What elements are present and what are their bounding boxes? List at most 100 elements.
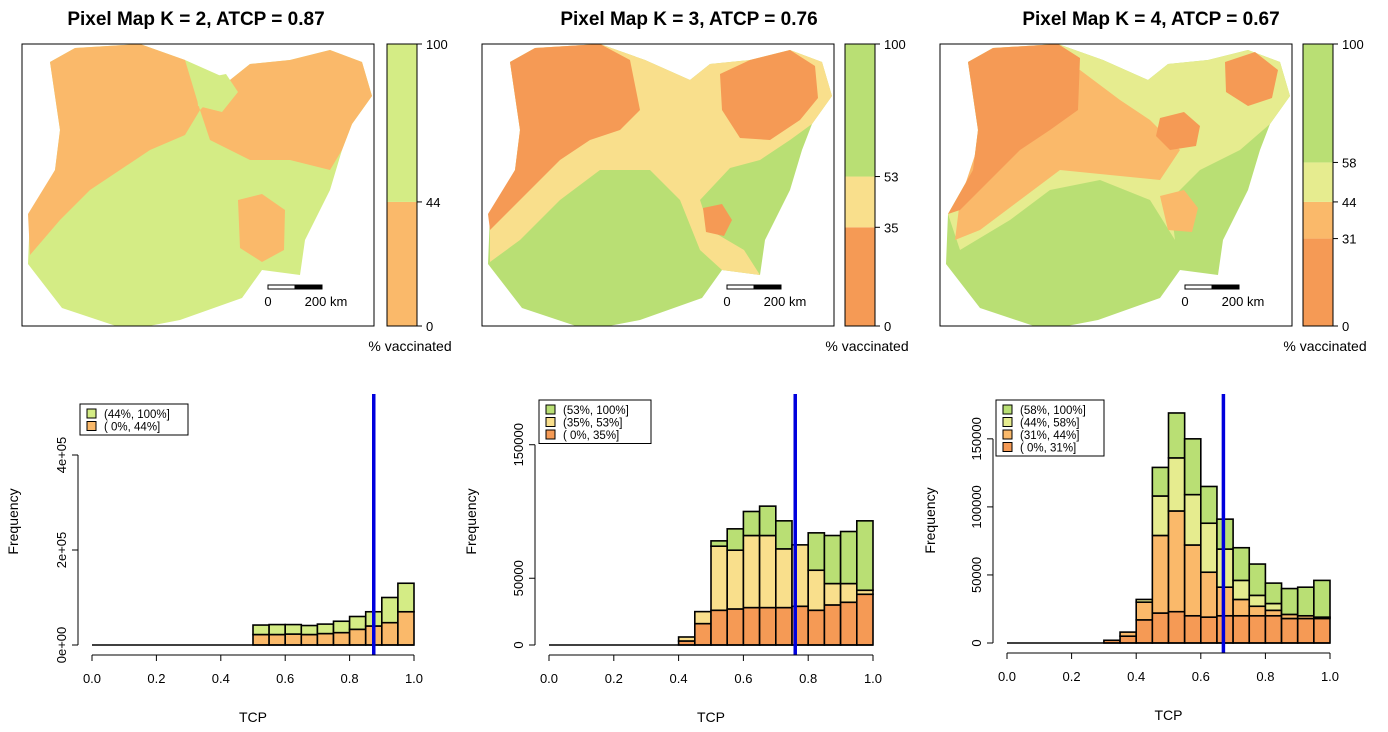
histogram-bar — [1200, 571, 1218, 618]
colorbar-tick-label: 0 — [884, 319, 891, 334]
scale-bar-segment-black — [1211, 284, 1240, 290]
histogram-bar — [1135, 598, 1154, 603]
y-axis-label: Frequency — [463, 488, 479, 554]
histogram-bar — [693, 610, 712, 625]
colorbar: 0 44 100 — [386, 37, 448, 334]
scale-bar-segment-white — [267, 284, 296, 290]
histogram-bar — [1135, 601, 1154, 621]
histogram-bar — [1183, 493, 1202, 546]
histogram-bar — [823, 534, 842, 585]
histogram-bar — [1200, 522, 1218, 574]
colorbar-tick-label: 58 — [1342, 155, 1356, 170]
colorbar-frame — [844, 43, 876, 327]
histogram-bar — [774, 606, 793, 646]
x-tick-label: 0.2 — [147, 671, 165, 686]
histogram-k2: 0.0 0.2 0.4 0.6 0.8 1.0 TCP 0e+00 2e+05 4e+05 Freq… — [5, 394, 423, 725]
histogram-bar — [1232, 598, 1251, 617]
histogram-bar — [839, 601, 858, 646]
y-tick-label: 50000 — [511, 560, 526, 596]
histogram-bar — [380, 621, 399, 646]
colorbar-bin — [387, 44, 417, 202]
map-frame — [481, 43, 835, 327]
y-tick-label: 4e+05 — [54, 437, 69, 474]
x-tick-label: 1.0 — [864, 671, 882, 686]
colorbar-label: % vaccinated — [825, 338, 908, 354]
x-tick-label: 0.8 — [1256, 669, 1274, 684]
histogram-bar — [1264, 609, 1283, 617]
histogram-bar — [332, 631, 351, 646]
x-tick-label: 0.6 — [276, 671, 294, 686]
legend-swatch — [545, 429, 556, 440]
legend-box — [538, 399, 652, 444]
legend-label: (58%, 100%] — [1020, 405, 1086, 417]
histogram-bar — [839, 530, 858, 585]
colorbar-tick-label: 100 — [426, 37, 448, 52]
legend-label: (35%, 53%] — [563, 418, 622, 430]
colorbar-tick-label: 44 — [1342, 195, 1356, 210]
scale-bar: 0 200 km — [723, 284, 806, 309]
histogram-bar — [1119, 635, 1138, 644]
colorbar-bin — [1303, 238, 1333, 326]
legend-label: (31%, 44%] — [1020, 430, 1079, 442]
colorbar-tick-label: 0 — [1342, 319, 1349, 334]
x-tick-label: 1.0 — [405, 671, 423, 686]
colorbar-tick-label: 100 — [1342, 37, 1364, 52]
map-region-mid-low-south — [1160, 190, 1198, 232]
histogram-bar — [855, 593, 874, 646]
histogram-bar — [332, 620, 351, 634]
x-tick-label: 0.8 — [341, 671, 359, 686]
histogram-bar — [1200, 616, 1218, 644]
histogram-bar — [397, 610, 415, 646]
map-region-low-northeast — [1225, 52, 1278, 106]
colorbar-label: % vaccinated — [368, 338, 451, 354]
legend-swatch — [1002, 429, 1013, 440]
x-tick-label: 0.4 — [212, 671, 230, 686]
x-tick-label: 1.0 — [1321, 669, 1339, 684]
legend-swatch — [86, 421, 97, 431]
legend-swatch — [1002, 442, 1013, 452]
histogram-bar — [758, 606, 777, 646]
histogram-bar — [758, 505, 777, 537]
x-tick-label: 0.2 — [605, 671, 623, 686]
scale-bar-segment-black — [753, 284, 782, 290]
map-title: Pixel Map K = 2, ATCP = 0.87 — [67, 9, 324, 30]
histogram-bar — [1151, 534, 1170, 614]
colorbar-bin — [845, 176, 875, 228]
histogram-bar — [742, 606, 761, 646]
histogram-bar — [1313, 617, 1331, 644]
x-tick-label: 0.6 — [734, 671, 752, 686]
colorbar-tick-label: 53 — [884, 170, 898, 185]
histogram-bar — [710, 609, 729, 646]
scale-bar-label-start: 0 — [1181, 294, 1188, 309]
histogram-bar — [1232, 579, 1251, 601]
scale-bar-label-end: 200 km — [305, 294, 348, 309]
histogram-bar — [726, 528, 745, 552]
x-tick-label: 0.0 — [998, 669, 1016, 684]
map-frame — [21, 43, 375, 327]
map-frame — [939, 43, 1293, 327]
x-tick-label: 0.0 — [83, 671, 101, 686]
histogram-k4: 0.0 0.2 0.4 0.6 0.8 1.0 TCP 0 50000 100000 150000 F… — [922, 394, 1339, 723]
y-axis-label: Frequency — [5, 488, 21, 554]
histogram-bar — [855, 520, 874, 592]
histogram-bar — [1248, 563, 1267, 597]
map-region-low-south — [238, 194, 285, 262]
histogram-bar — [693, 622, 712, 646]
histogram-bar — [710, 545, 729, 612]
legend-swatch — [545, 404, 556, 415]
histogram-bar — [807, 569, 826, 612]
map-panel-k2: Pixel Map K = 2, ATCP = 0.87 0 200 km 0 4… — [21, 9, 452, 354]
histogram-bar — [1119, 631, 1138, 637]
y-tick-label: 100000 — [969, 485, 984, 528]
histogram-bar — [823, 604, 842, 646]
histogram-k3: 0.0 0.2 0.4 0.6 0.8 1.0 TCP 0 50000 150000 Frequen… — [463, 394, 882, 725]
x-tick-label: 0.0 — [540, 671, 558, 686]
x-tick-label: 0.6 — [1192, 669, 1210, 684]
histogram-bar — [1167, 610, 1186, 644]
colorbar-bin — [845, 44, 875, 177]
histogram-bar — [1183, 544, 1202, 617]
histogram-bar — [348, 628, 367, 646]
x-axis-label: TCP — [239, 709, 267, 725]
legend-swatch — [545, 417, 556, 427]
histogram-bar — [1248, 605, 1267, 617]
